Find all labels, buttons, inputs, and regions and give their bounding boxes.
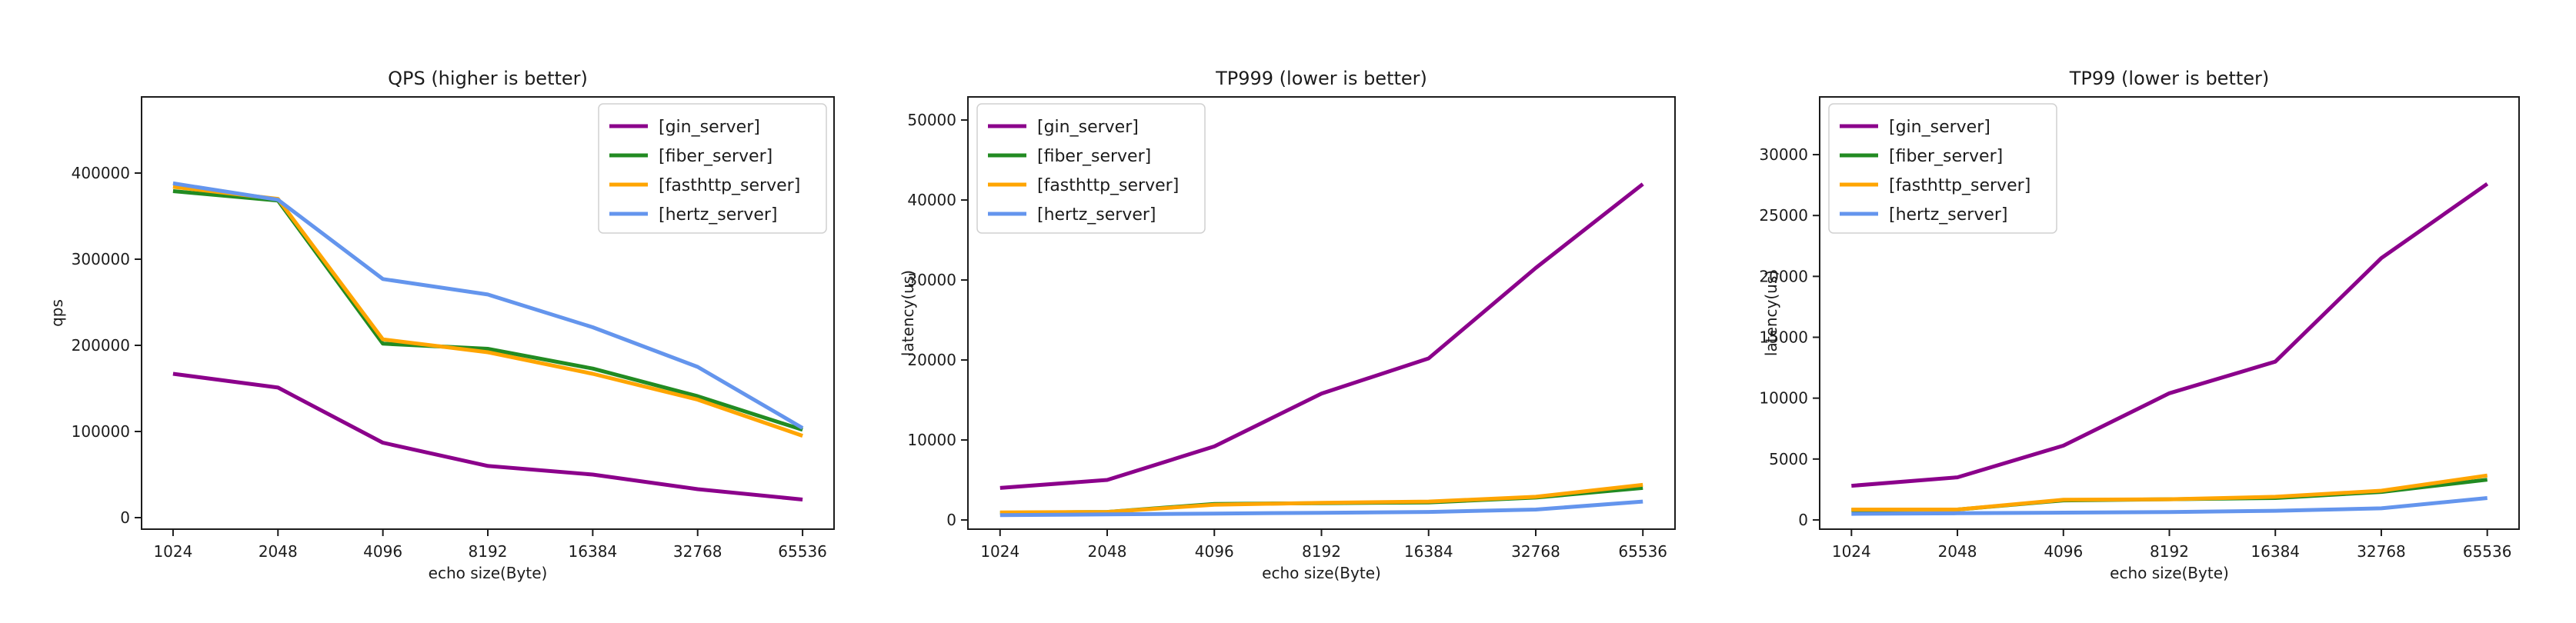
legend-entry: [fasthttp_server] bbox=[1840, 176, 2030, 195]
legend-entry: [fiber_server] bbox=[609, 147, 772, 166]
legend-entry: [hertz_server] bbox=[609, 205, 778, 225]
x-tick-label: 8192 bbox=[469, 542, 508, 561]
y-tick-label: 50000 bbox=[907, 111, 956, 129]
legend-label: [gin_server] bbox=[1037, 118, 1139, 137]
y-tick-label: 0 bbox=[120, 508, 130, 527]
y-tick-label: 5000 bbox=[1769, 450, 1808, 468]
x-tick-label: 65536 bbox=[2463, 542, 2512, 561]
x-tick-label: 2048 bbox=[259, 542, 298, 561]
x-tick-label: 1024 bbox=[153, 542, 192, 561]
legend-box bbox=[976, 103, 1206, 234]
qps-plot-area: 0 100000 200000 300000 400000 1024 2048 4096 819… bbox=[72, 96, 835, 561]
chart-title: QPS (higher is better) bbox=[388, 68, 588, 89]
legend-entry: [gin_server] bbox=[988, 118, 1139, 137]
legend-label: [gin_server] bbox=[1889, 118, 1990, 137]
x-axis-label: echo size(Byte) bbox=[428, 564, 548, 582]
x-tick-label: 65536 bbox=[778, 542, 827, 561]
legend-label: [fasthttp_server] bbox=[659, 176, 800, 195]
chart-panel-tp999: TP999 (lower is better) latency(us) echo… bbox=[859, 0, 1717, 623]
y-tick-label: 20000 bbox=[907, 351, 956, 369]
y-tick-label: 40000 bbox=[907, 191, 956, 209]
x-tick-label: 8192 bbox=[2150, 542, 2189, 561]
legend-entry: [fiber_server] bbox=[1840, 147, 2003, 166]
legend-box bbox=[598, 103, 827, 234]
x-tick-label: 8192 bbox=[1302, 542, 1341, 561]
series-line-fasthttp_server bbox=[999, 482, 1643, 515]
series-line-gin_server bbox=[172, 371, 803, 501]
y-tick-label: 0 bbox=[946, 511, 956, 529]
x-tick-label: 16384 bbox=[569, 542, 618, 561]
x-tick-label: 4096 bbox=[2044, 542, 2083, 561]
x-tick-label: 4096 bbox=[1195, 542, 1234, 561]
legend-label: [gin_server] bbox=[659, 118, 760, 137]
y-tick-label: 0 bbox=[1798, 511, 1808, 529]
x-axis-label: echo size(Byte) bbox=[1262, 564, 1381, 582]
tp999-plot-area: 0 10000 20000 30000 40000 50000 1024 2048 4096 81… bbox=[907, 96, 1676, 561]
legend-entry: [hertz_server] bbox=[988, 205, 1156, 225]
legend-label: [hertz_server] bbox=[659, 205, 778, 225]
chart-title: TP99 (lower is better) bbox=[2069, 68, 2270, 89]
x-tick-label: 32768 bbox=[2357, 542, 2406, 561]
y-tick-label: 15000 bbox=[1759, 328, 1808, 347]
legend-label: [fasthttp_server] bbox=[1889, 176, 2030, 195]
y-tick-label: 30000 bbox=[907, 271, 956, 289]
legend-label: [hertz_server] bbox=[1037, 205, 1156, 225]
x-tick-label: 1024 bbox=[980, 542, 1019, 561]
y-tick-label: 30000 bbox=[1759, 145, 1808, 164]
legend-entry: [gin_server] bbox=[1840, 118, 1990, 137]
y-tick-label: 25000 bbox=[1759, 206, 1808, 225]
chart-panel-qps: QPS (higher is better) qps echo size(Byt… bbox=[0, 0, 859, 623]
legend-label: [fiber_server] bbox=[1037, 147, 1151, 166]
legend-box bbox=[1828, 103, 2057, 234]
legend-entry: [fiber_server] bbox=[988, 147, 1151, 166]
y-tick-label: 100000 bbox=[72, 422, 130, 441]
x-tick-label: 2048 bbox=[1088, 542, 1127, 561]
x-tick-label: 32768 bbox=[673, 542, 722, 561]
y-tick-label: 10000 bbox=[907, 431, 956, 449]
y-tick-label: 20000 bbox=[1759, 267, 1808, 285]
x-tick-label: 16384 bbox=[2251, 542, 2300, 561]
series-line-fasthttp_server bbox=[1851, 473, 2488, 511]
legend-label: [fiber_server] bbox=[1889, 147, 2003, 166]
legend-entry: [gin_server] bbox=[609, 118, 760, 137]
legend: [gin_server] [fiber_server] [fasthttp_serv… bbox=[598, 103, 827, 234]
legend-label: [hertz_server] bbox=[1889, 205, 2008, 225]
series-line-hertz_server bbox=[172, 181, 804, 430]
series-line-hertz_server bbox=[1851, 496, 2488, 516]
legend-entry: [fasthttp_server] bbox=[609, 176, 800, 195]
legend-label: [fasthttp_server] bbox=[1037, 176, 1179, 195]
x-tick-label: 1024 bbox=[1832, 542, 1871, 561]
y-tick-label: 400000 bbox=[72, 164, 130, 182]
x-tick-label: 16384 bbox=[1404, 542, 1453, 561]
series-line-gin_server bbox=[1851, 182, 2489, 488]
chart-title: TP999 (lower is better) bbox=[1216, 68, 1427, 89]
legend: [gin_server] [fiber_server] [fasthttp_serv… bbox=[1828, 103, 2057, 234]
chart-panel-tp99: TP99 (lower is better) latency(us) echo … bbox=[1717, 0, 2576, 623]
legend: [gin_server] [fiber_server] [fasthttp_serv… bbox=[976, 103, 1206, 234]
legend-entry: [fasthttp_server] bbox=[988, 176, 1179, 195]
x-tick-label: 65536 bbox=[1618, 542, 1667, 561]
legend-entry: [hertz_server] bbox=[1840, 205, 2008, 225]
series-line-gin_server bbox=[999, 182, 1644, 490]
tp99-plot-area: 0 5000 10000 15000 20000 25000 30000 1024 2048 40… bbox=[1759, 96, 2520, 561]
y-tick-label: 10000 bbox=[1759, 389, 1808, 408]
series-line-hertz_server bbox=[999, 499, 1643, 518]
x-tick-label: 2048 bbox=[1938, 542, 1977, 561]
x-axis-label: echo size(Byte) bbox=[2110, 564, 2229, 582]
y-tick-label: 300000 bbox=[72, 250, 130, 268]
x-tick-label: 4096 bbox=[363, 542, 402, 561]
legend-label: [fiber_server] bbox=[659, 147, 772, 166]
y-tick-label: 200000 bbox=[72, 336, 130, 355]
x-tick-label: 32768 bbox=[1511, 542, 1560, 561]
